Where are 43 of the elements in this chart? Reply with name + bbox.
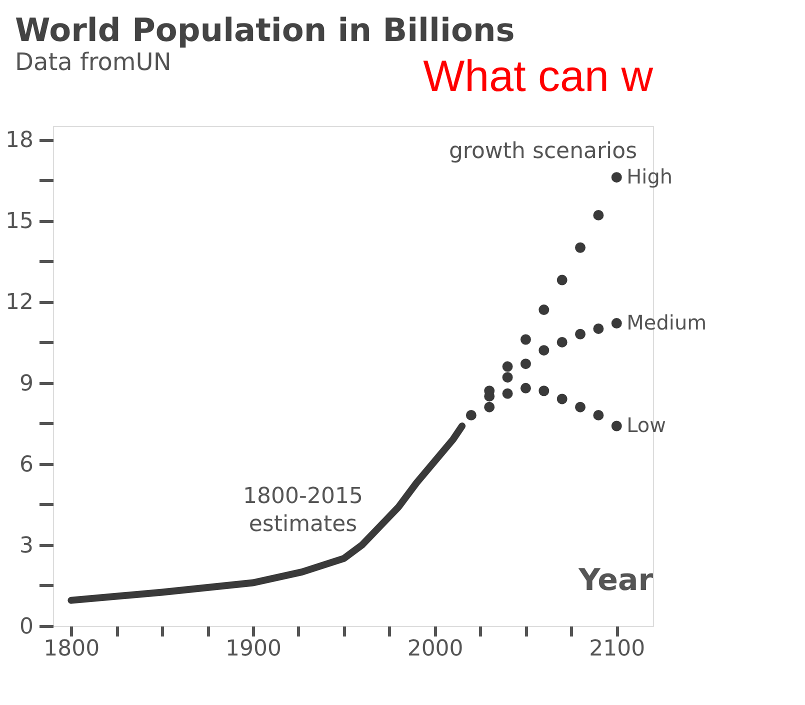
point [502, 388, 513, 399]
x-tick-label: 2000 [407, 636, 464, 662]
point [466, 410, 476, 420]
point [484, 402, 495, 412]
point [556, 336, 568, 348]
point [593, 210, 604, 220]
text: What can w [423, 52, 654, 101]
chart-subtitle: Data fromUN [15, 48, 172, 76]
y-tick-label: 9 [20, 371, 34, 396]
point [556, 394, 568, 404]
annotation: growth scenarios [448, 139, 638, 164]
y-tick-label: 6 [20, 452, 34, 478]
point [575, 328, 586, 340]
x-tick-label: 1900 [226, 636, 282, 662]
point [575, 242, 586, 253]
x-axis-title: Year [578, 563, 654, 598]
point [575, 402, 586, 412]
point [611, 318, 622, 329]
point [502, 372, 513, 383]
y-tick-label: 15 [6, 209, 34, 234]
point [520, 334, 531, 345]
point [538, 386, 550, 396]
point [593, 410, 604, 420]
annotation: 1800-2015 estimates [243, 484, 363, 537]
series-label: Medium [626, 310, 707, 334]
series-label: High [626, 164, 673, 188]
point [520, 382, 531, 394]
point [611, 172, 622, 183]
point [611, 420, 622, 432]
point [593, 323, 604, 334]
y-tick-label: 12 [6, 290, 34, 316]
point [538, 345, 550, 356]
x-tick-label: 2100 [589, 636, 646, 662]
point [538, 304, 550, 316]
y-tick-label: 0 [20, 614, 34, 640]
point [502, 361, 513, 372]
point [520, 358, 531, 370]
chart-title: World Population in Billions [15, 11, 515, 49]
point [556, 274, 568, 286]
x-tick-label: 1800 [44, 636, 100, 662]
y-tick-label: 18 [6, 128, 34, 154]
y-tick-label: 3 [20, 533, 34, 558]
series-label: Low [626, 413, 666, 437]
